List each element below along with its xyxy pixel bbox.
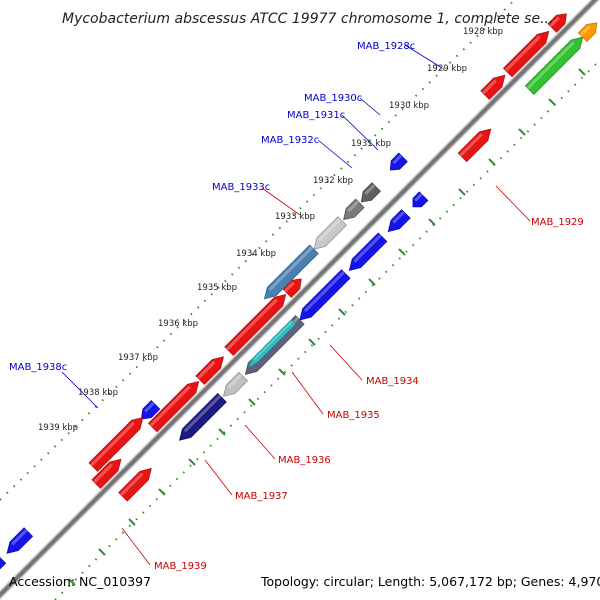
gene-label-mab-1928c[interactable]: MAB_1928c — [357, 41, 415, 52]
ring-tick — [188, 458, 196, 466]
leader-line — [291, 371, 324, 415]
leader-line — [359, 97, 381, 116]
gene-label-mab-1934[interactable]: MAB_1934 — [366, 376, 419, 387]
gene-label-mab-1935[interactable]: MAB_1935 — [327, 410, 380, 421]
ring-tick — [548, 98, 556, 106]
gene-label-mab-1937[interactable]: MAB_1937 — [235, 491, 288, 502]
gene-label-mab-1938c[interactable]: MAB_1938c — [9, 362, 67, 373]
kbp-label: 1936 kbp — [158, 319, 198, 329]
leader-line — [121, 527, 151, 566]
ring-tick — [338, 308, 346, 316]
leader-line — [244, 424, 276, 460]
gene-mab-1936b[interactable] — [222, 371, 249, 397]
ring-tick — [218, 428, 226, 436]
gene-mab-1929-upper[interactable] — [480, 74, 506, 100]
gene-other[interactable] — [577, 22, 598, 42]
gene-mab-1937[interactable] — [147, 380, 200, 433]
gene-mab-1932c[interactable] — [348, 232, 388, 272]
leader-line — [317, 139, 353, 169]
gene-mab-1939[interactable] — [91, 458, 122, 489]
gene-mab-1935-fwd[interactable] — [224, 293, 287, 356]
accession-text: Accession: NC_010397 — [9, 574, 151, 589]
ring-tick — [248, 398, 256, 406]
gene-rrna[interactable] — [524, 36, 584, 95]
ring-tick — [488, 158, 496, 166]
gene-mab-1936[interactable] — [179, 392, 227, 441]
gene-left-edge-rev[interactable] — [0, 555, 7, 577]
gene-mab-1933c[interactable] — [299, 269, 351, 321]
ring-tick — [128, 518, 136, 526]
gene-label-mab-1933c[interactable]: MAB_1933c — [212, 182, 270, 193]
kbp-label: 1928 kbp — [463, 27, 503, 37]
gene-label-mab-1932c[interactable]: MAB_1932c — [261, 135, 319, 146]
ring-tick — [428, 218, 436, 226]
ring-tick — [458, 188, 466, 196]
leader-line — [261, 187, 301, 216]
ring-tick — [578, 68, 586, 76]
gene-mab-1928-fwd[interactable] — [502, 30, 550, 78]
gene-mab-1932-grey[interactable] — [313, 216, 348, 250]
gene-mab-1931c[interactable] — [387, 209, 411, 233]
gene-mab-1930-grey[interactable] — [360, 182, 381, 203]
leader-line — [61, 371, 99, 409]
forward-gene-labels: MAB_1929 MAB_1934 MAB_1935 MAB_1936 MAB_… — [154, 217, 584, 572]
kbp-label: 1933 kbp — [275, 212, 315, 222]
gene-label-mab-1929[interactable]: MAB_1929 — [531, 217, 584, 228]
gene-mab-1929[interactable] — [457, 128, 492, 163]
gene-label-mab-1936[interactable]: MAB_1936 — [278, 455, 331, 466]
kbp-label: 1932 kbp — [313, 176, 353, 186]
kbp-label: 1939 kbp — [38, 423, 78, 433]
leader-line — [329, 344, 363, 381]
gene-mab-1936-fwd[interactable] — [195, 356, 224, 385]
ring-tick — [308, 338, 316, 346]
leader-line — [341, 114, 379, 151]
kbp-label: 1937 kbp — [118, 353, 158, 363]
reverse-gene-labels: MAB_1928c MAB_1930c MAB_1931c MAB_1932c … — [9, 41, 415, 373]
gene-label-mab-1931c[interactable]: MAB_1931c — [287, 110, 345, 121]
gene-mab-1935-cyan[interactable] — [247, 319, 297, 369]
ruler-labels: 1928 kbp 1929 kbp 1930 kbp 1931 kbp 1932… — [38, 27, 503, 433]
gene-mab-1931-grey[interactable] — [343, 198, 365, 221]
map-title: Mycobacterium abscessus ATCC 19977 chrom… — [62, 11, 553, 27]
ring-tick — [368, 278, 376, 286]
kbp-label: 1938 kbp — [78, 388, 118, 398]
ring-tick — [278, 368, 286, 376]
gene-mab-1938c[interactable] — [140, 400, 161, 420]
kbp-label: 1930 kbp — [389, 101, 429, 111]
leader-line — [204, 459, 233, 496]
leader-line — [404, 44, 443, 69]
ring-tick — [98, 548, 106, 556]
gene-mab-1930c-blue[interactable] — [389, 152, 408, 171]
gene-mab-1940c[interactable] — [6, 527, 34, 554]
label-leader-lines — [61, 44, 531, 566]
leader-line — [495, 185, 531, 222]
kbp-label: 1934 kbp — [236, 249, 276, 259]
gene-mab-1939-inner[interactable] — [118, 467, 152, 502]
kbp-label: 1935 kbp — [197, 283, 237, 293]
gene-mab-1930c[interactable] — [412, 191, 429, 208]
gene-right-edge-a[interactable] — [547, 13, 567, 33]
gene-mab-1933-steel[interactable] — [263, 244, 319, 300]
kbp-label: 1931 kbp — [351, 139, 391, 149]
ring-tick — [158, 488, 166, 496]
gene-features — [0, 13, 598, 577]
kbp-label: 1929 kbp — [427, 64, 467, 74]
gene-mab-1939-outer[interactable] — [88, 417, 144, 472]
ring-ticks — [68, 68, 586, 586]
genome-summary-text: Topology: circular; Length: 5,067,172 bp… — [260, 574, 600, 589]
ring-tick — [518, 128, 526, 136]
ring-tick — [398, 248, 406, 256]
ring-tick — [68, 578, 76, 586]
gene-label-mab-1930c[interactable]: MAB_1930c — [304, 93, 362, 104]
gene-label-mab-1939[interactable]: MAB_1939 — [154, 561, 207, 572]
